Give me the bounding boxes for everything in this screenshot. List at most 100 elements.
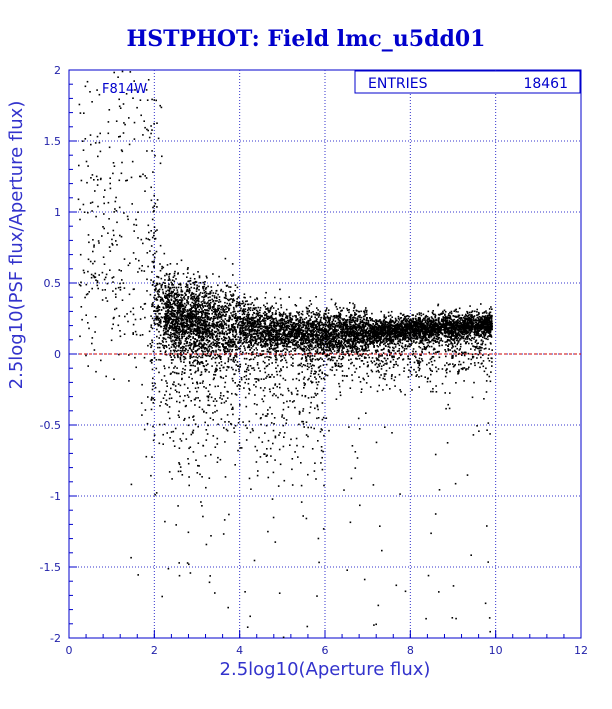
data-point xyxy=(416,374,418,376)
data-point xyxy=(397,315,400,318)
data-point xyxy=(190,433,193,436)
data-point xyxy=(206,336,208,338)
data-point xyxy=(191,326,194,328)
data-point xyxy=(216,313,218,316)
data-point xyxy=(363,348,365,351)
data-point xyxy=(298,413,301,415)
data-point xyxy=(458,314,461,317)
data-point xyxy=(457,319,459,322)
data-point xyxy=(460,367,463,370)
data-point xyxy=(444,315,447,318)
data-point xyxy=(190,330,193,332)
data-point xyxy=(421,350,423,353)
data-point xyxy=(256,298,259,300)
data-point xyxy=(385,339,387,342)
data-point xyxy=(321,456,323,459)
data-point xyxy=(372,343,374,345)
data-point xyxy=(467,318,469,321)
data-point xyxy=(170,397,173,399)
data-point xyxy=(330,341,332,344)
data-point xyxy=(148,330,151,333)
data-point xyxy=(335,362,337,365)
data-point xyxy=(229,316,232,319)
data-point xyxy=(420,314,423,317)
data-point xyxy=(166,273,168,276)
data-point xyxy=(179,438,182,440)
data-point xyxy=(239,341,242,343)
data-point xyxy=(358,328,361,330)
data-point xyxy=(210,301,212,304)
data-point xyxy=(230,422,232,425)
data-point xyxy=(339,391,341,394)
data-point xyxy=(205,343,208,346)
data-point xyxy=(319,376,321,378)
data-point xyxy=(251,333,253,336)
data-point xyxy=(432,348,435,351)
data-point xyxy=(476,334,478,337)
data-point xyxy=(454,345,457,348)
data-point xyxy=(143,428,146,431)
data-point xyxy=(243,329,245,332)
data-point xyxy=(354,312,356,314)
data-point xyxy=(278,383,281,385)
data-point xyxy=(158,291,160,293)
data-point xyxy=(178,317,180,319)
data-point xyxy=(315,346,317,349)
data-point xyxy=(320,321,322,324)
data-point xyxy=(262,318,264,321)
data-point xyxy=(213,308,215,311)
data-point xyxy=(351,445,354,447)
data-point xyxy=(245,378,248,381)
data-point xyxy=(336,344,338,346)
data-point xyxy=(310,401,312,404)
data-point xyxy=(454,350,456,353)
data-point xyxy=(178,316,180,318)
data-point xyxy=(254,394,256,396)
data-point xyxy=(182,345,184,348)
data-point xyxy=(347,318,349,321)
data-point xyxy=(165,353,168,356)
data-point xyxy=(210,342,213,344)
data-point xyxy=(422,340,424,342)
data-point xyxy=(138,259,140,262)
data-point xyxy=(151,260,154,263)
data-point xyxy=(458,328,461,331)
data-point xyxy=(83,211,86,213)
data-point xyxy=(87,322,89,324)
data-point xyxy=(232,408,234,410)
data-point xyxy=(411,342,413,345)
data-point xyxy=(279,288,281,291)
data-point xyxy=(430,316,433,318)
data-point xyxy=(215,351,217,353)
data-point xyxy=(248,477,251,480)
data-point xyxy=(450,341,452,344)
data-point xyxy=(228,315,231,317)
data-point xyxy=(232,358,235,361)
data-point xyxy=(220,321,223,323)
data-point xyxy=(201,505,203,507)
data-point xyxy=(159,325,162,328)
data-point xyxy=(357,355,360,357)
data-point xyxy=(398,350,400,352)
data-point xyxy=(406,345,409,348)
data-point xyxy=(246,324,249,326)
data-point xyxy=(170,299,173,302)
data-point xyxy=(240,447,243,449)
data-point xyxy=(160,296,162,299)
data-point xyxy=(177,470,180,473)
data-point xyxy=(393,355,395,358)
data-point xyxy=(328,323,331,325)
data-point xyxy=(447,314,450,317)
data-point xyxy=(471,353,474,356)
data-point xyxy=(292,357,294,360)
data-point xyxy=(350,313,352,316)
data-point xyxy=(206,277,208,279)
data-point xyxy=(247,303,249,306)
data-point xyxy=(476,425,478,427)
data-point xyxy=(312,327,315,329)
data-point xyxy=(297,332,300,334)
data-point xyxy=(207,424,209,427)
data-point xyxy=(195,312,197,314)
data-point xyxy=(296,444,298,447)
data-point xyxy=(155,297,158,300)
